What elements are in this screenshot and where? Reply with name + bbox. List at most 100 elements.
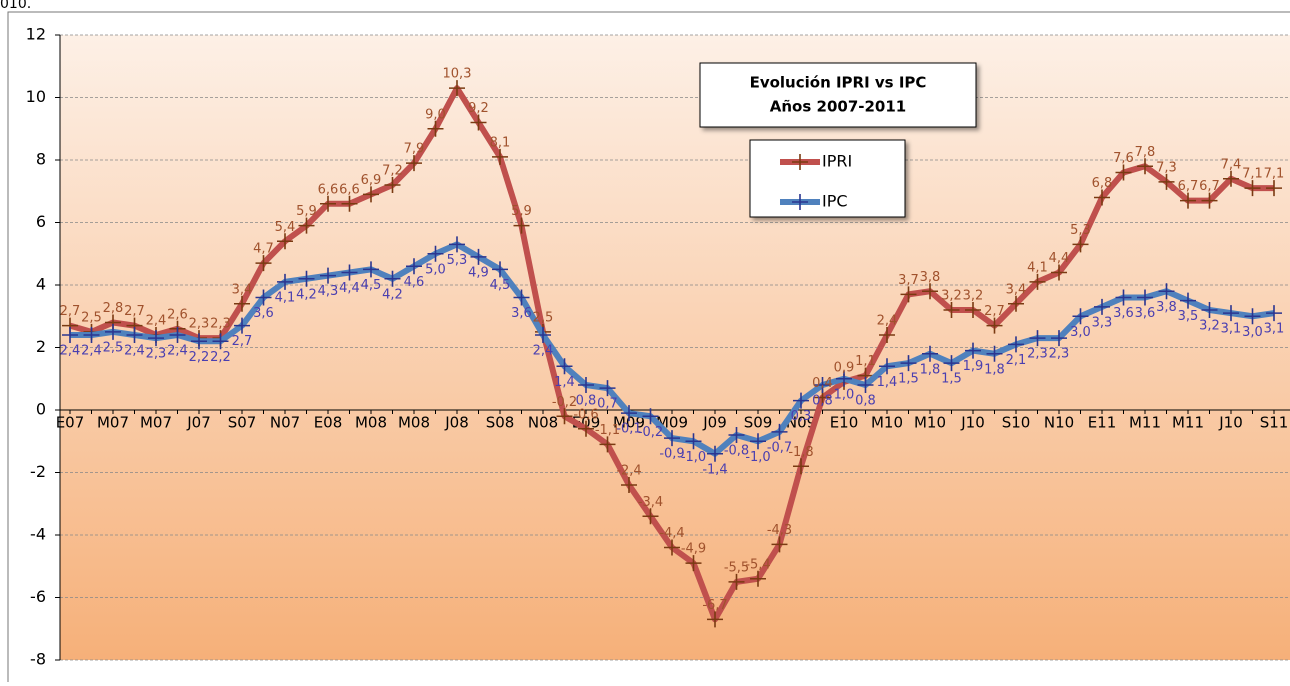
data-label: 2,1 [1006, 353, 1027, 368]
point-marker [406, 155, 422, 172]
point-marker [943, 302, 960, 318]
data-label: -0,7 [767, 440, 792, 455]
point-marker [879, 327, 895, 343]
x-tick-label: E07 [56, 414, 85, 432]
point-marker [62, 327, 78, 343]
point-marker [255, 255, 272, 272]
point-marker [341, 195, 358, 212]
chart-title: Evolución IPRI vs IPC [750, 74, 927, 92]
data-label: -0,6 [573, 407, 598, 422]
data-label: -1,0 [681, 450, 706, 465]
point-marker [556, 358, 573, 375]
point-marker [1223, 170, 1239, 187]
point-marker [1244, 180, 1261, 197]
point-marker [1201, 302, 1218, 318]
data-label: 1,5 [898, 372, 919, 387]
data-label: 2,3 [1049, 347, 1070, 362]
data-label: 2,4 [877, 314, 898, 329]
point-marker [1072, 236, 1089, 253]
x-tick-label: M10 [871, 414, 903, 432]
point-marker [793, 392, 809, 409]
data-label: 0,8 [855, 394, 876, 409]
point-marker [1115, 289, 1132, 306]
data-label: 4,4 [339, 281, 360, 296]
legend [749, 139, 906, 218]
data-label: 2,6 [167, 307, 188, 322]
x-tick-label: J07 [186, 414, 211, 432]
data-label: 7,9 [404, 142, 425, 157]
point-marker [449, 236, 465, 253]
x-tick-label: M07 [97, 414, 129, 432]
x-tick-label: E10 [830, 414, 859, 432]
data-label: -1,4 [702, 462, 727, 477]
point-marker [922, 345, 938, 362]
point-marker [1244, 308, 1261, 325]
point-marker [1008, 295, 1024, 312]
data-label: 2,8 [103, 301, 124, 316]
point-marker [105, 323, 121, 340]
point-marker [642, 408, 659, 425]
point-marker [320, 267, 336, 284]
point-marker [728, 573, 745, 590]
data-label: 0,9 [834, 360, 855, 375]
x-tick-label: N10 [1044, 414, 1074, 432]
point-marker [750, 433, 766, 450]
data-label: 3,1 [1221, 322, 1242, 337]
point-marker [1223, 305, 1239, 322]
y-tick-label: 12 [26, 25, 46, 44]
point-marker [771, 423, 788, 440]
data-label: 9,2 [468, 101, 489, 116]
point-marker [664, 430, 680, 447]
point-marker [513, 217, 530, 234]
x-tick-label: J10 [960, 414, 985, 432]
point-marker [1072, 308, 1089, 325]
x-tick-label: E11 [1088, 414, 1117, 432]
data-label: 2,4 [167, 344, 188, 359]
x-tick-label: M09 [613, 414, 645, 432]
data-label: 2,4 [124, 344, 145, 359]
x-tick-label: J09 [702, 414, 727, 432]
point-marker [277, 273, 293, 290]
y-tick-label: 8 [36, 150, 46, 169]
y-tick-label: -2 [30, 462, 46, 481]
data-label: -4,9 [681, 542, 706, 557]
data-label: 2,5 [533, 310, 554, 325]
data-label: 0,4 [812, 376, 833, 391]
point-marker [621, 405, 637, 422]
point-marker [212, 333, 229, 350]
point-marker [470, 114, 487, 131]
data-label: 2,4 [146, 314, 167, 329]
data-label: 3,7 [898, 273, 919, 288]
data-label: 3,6 [253, 306, 274, 321]
point-marker [599, 380, 616, 397]
point-marker [814, 377, 831, 393]
point-marker [1180, 192, 1196, 209]
data-label: 5,4 [275, 220, 296, 235]
point-marker [1137, 158, 1153, 175]
point-marker [126, 327, 143, 343]
data-label: -1,0 [745, 450, 770, 465]
data-label: -0,2 [552, 395, 577, 410]
point-marker [363, 186, 379, 203]
data-label: 3,6 [1135, 306, 1156, 321]
point-marker [427, 245, 444, 262]
point-marker [1266, 305, 1282, 322]
data-label: 1,8 [920, 362, 941, 377]
legend-marker [792, 194, 808, 210]
point-marker [341, 264, 358, 281]
data-label: 6,7 [1178, 179, 1199, 194]
data-label: 1,8 [984, 362, 1005, 377]
x-tick-label: M10 [914, 414, 946, 432]
data-label: 2,4 [81, 344, 102, 359]
x-tick-label: J08 [444, 414, 469, 432]
point-marker [793, 458, 809, 475]
point-marker [685, 433, 702, 450]
point-marker [1137, 289, 1153, 306]
x-tick-label: S11 [1260, 414, 1289, 432]
point-marker [986, 345, 1003, 362]
data-label: 4,2 [382, 287, 403, 302]
data-label: 2,7 [232, 334, 253, 349]
data-label: 4,3 [318, 284, 339, 299]
data-label: 2,7 [124, 304, 145, 319]
